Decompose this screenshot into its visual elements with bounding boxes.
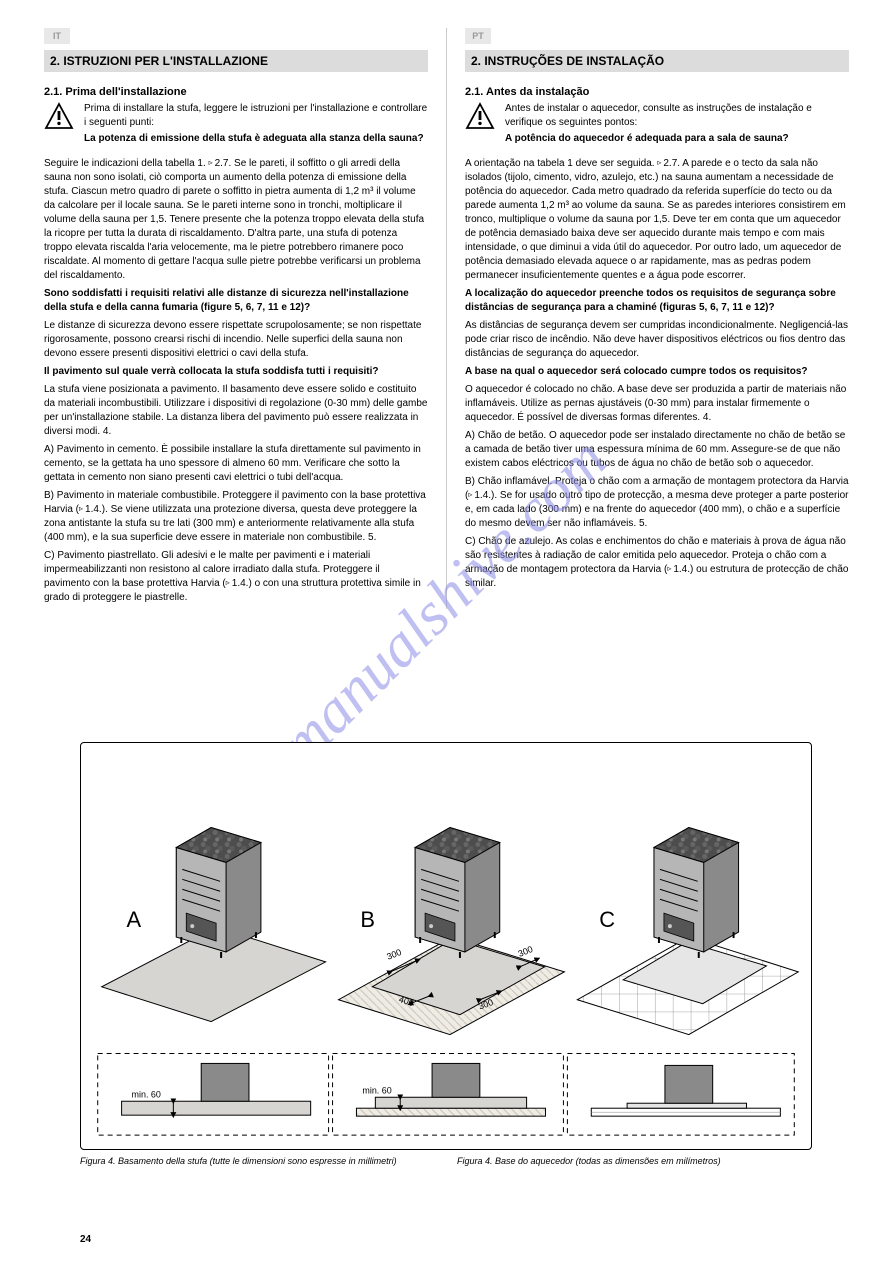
dim-side2: 300 [517,944,535,959]
column-divider [446,28,447,609]
warning-line2-left: La potenza di emissione della stufa è ad… [84,133,424,144]
figure-svg: A 300 400 300 300 B [81,743,811,1149]
p3-right: O aquecedor é colocado no chão. A base d… [465,383,849,425]
dim-side1: 300 [385,947,403,962]
figure-panel-c: C [577,828,798,1035]
bullet-b-left: B) Pavimento in materiale combustibile. … [44,489,428,545]
triangle-icon: ▹ [667,563,671,574]
warning-line2-right: A potência do aquecedor é adequada para … [505,133,789,144]
warning-line1-right: Antes de instalar o aquecedor, consulte … [505,102,849,129]
p2-right: As distâncias de segurança devem ser cum… [465,319,849,361]
section-title-left: 2. ISTRUZIONI PER L'INSTALLAZIONE [44,50,428,72]
q3-left: Il pavimento sul quale verrà collocata l… [44,366,379,377]
lang-code-right: PT [465,28,491,44]
body-right: A orientação na tabela 1 deve ser seguid… [465,157,849,591]
triangle-icon: ▹ [79,503,83,514]
figure-captions: Figura 4. Basamento della stufa (tutte l… [80,1156,812,1168]
warning-line1-left: Prima di installare la stufa, leggere le… [84,102,428,129]
label-b: B [360,907,375,932]
cross-sections: min. 60 min. 60 [98,1053,795,1135]
figcaption-right: Figura 4. Base do aquecedor (todas as di… [457,1156,812,1168]
min60-b: min. 60 [362,1085,391,1095]
warning-block-right: Antes de instalar o aquecedor, consulte … [465,102,849,149]
min60-a: min. 60 [132,1089,161,1099]
p1-right: A orientação na tabela 1 deve ser seguid… [465,157,849,283]
triangle-icon: ▹ [209,157,213,168]
triangle-icon: ▹ [226,577,230,588]
warning-block-left: Prima di installare la stufa, leggere le… [44,102,428,149]
warning-text-right: Antes de instalar o aquecedor, consulte … [505,102,849,149]
p3-left: La stufa viene posizionata a pavimento. … [44,383,428,439]
lang-code-left: IT [44,28,70,44]
figure-panel-a: A [102,828,326,1022]
q3-right: A base na qual o aquecedor será colocado… [465,366,808,377]
triangle-icon: ▹ [468,489,472,500]
warning-icon [465,102,495,149]
section-title-right: 2. INSTRUÇÕES DE INSTALAÇÃO [465,50,849,72]
body-left: Seguire le indicazioni della tabella 1. … [44,157,428,605]
p2-left: Le distanze di sicurezza devono essere r… [44,319,428,361]
p1-left: Seguire le indicazioni della tabella 1. … [44,157,428,283]
warning-text-left: Prima di installare la stufa, leggere le… [84,102,428,149]
bullet-b-right: B) Chão inflamável. Proteja o chão com a… [465,475,849,531]
page-number: 24 [80,1234,91,1245]
column-right: PT 2. INSTRUÇÕES DE INSTALAÇÃO 2.1. Ante… [465,28,849,609]
bullet-a-right: A) Chão de betão. O aquecedor pode ser i… [465,429,849,471]
subhead-right: 2.1. Antes da instalação [465,86,849,98]
figure-4: A 300 400 300 300 B [80,742,812,1150]
figcaption-left: Figura 4. Basamento della stufa (tutte l… [80,1156,435,1168]
q2-left: Sono soddisfatti i requisiti relativi al… [44,288,409,313]
warning-icon [44,102,74,149]
q2-right: A localização do aquecedor preenche todo… [465,288,836,313]
bullet-c-left: C) Pavimento piastrellato. Gli adesivi e… [44,549,428,605]
bullet-c-right: C) Chão de azulejo. As colas e enchiment… [465,535,849,591]
bullet-a-left: A) Pavimento in cemento. È possibile ins… [44,443,428,485]
subhead-left: 2.1. Prima dell'installazione [44,86,428,98]
column-left: IT 2. ISTRUZIONI PER L'INSTALLAZIONE 2.1… [44,28,428,609]
label-c: C [599,907,615,932]
label-a: A [127,907,142,932]
figure-panel-b: 300 400 300 300 B [339,828,565,1035]
triangle-icon: ▹ [657,157,661,168]
